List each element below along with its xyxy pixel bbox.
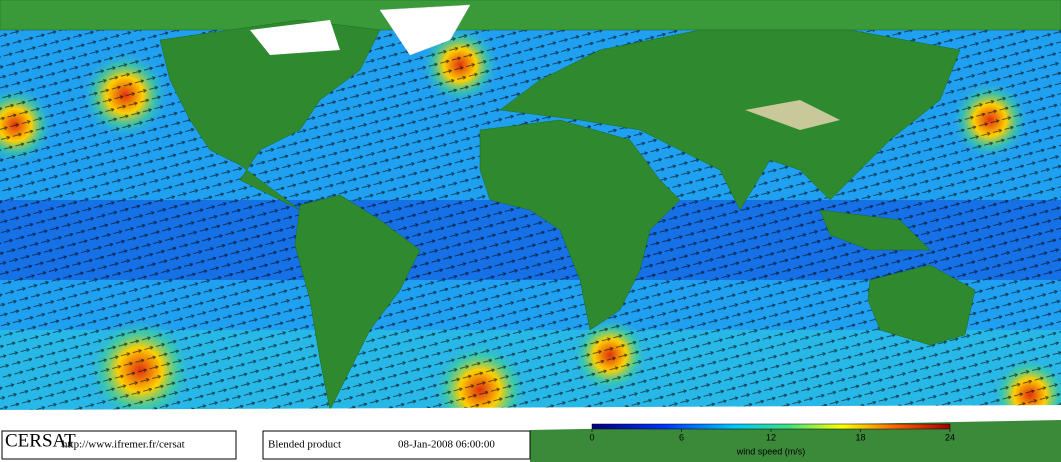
colorbar-label: wind speed (m/s) (736, 446, 806, 456)
url: http://www.ifremer.fr/cersat (62, 439, 185, 451)
organization: CERSAT (5, 430, 76, 451)
credit-box (1, 430, 237, 460)
colorbar-ticks: 0 6 12 18 24 (589, 429, 955, 442)
product: Blended product (268, 439, 341, 451)
colorbar-tick-label: 18 (855, 432, 865, 442)
colorbar (591, 423, 951, 430)
timestamp: 08-Jan-2008 06:00:00 (398, 439, 495, 451)
colorbar-tick-label: 24 (945, 432, 955, 442)
colorbar-tick-label: 6 (679, 432, 684, 442)
colorbar-tick-label: 0 (589, 432, 594, 442)
footer: CERSAT http://www.ifremer.fr/cersat Blen… (0, 420, 1061, 462)
product-box (262, 430, 531, 460)
colorbar-tick-label: 12 (766, 432, 776, 442)
